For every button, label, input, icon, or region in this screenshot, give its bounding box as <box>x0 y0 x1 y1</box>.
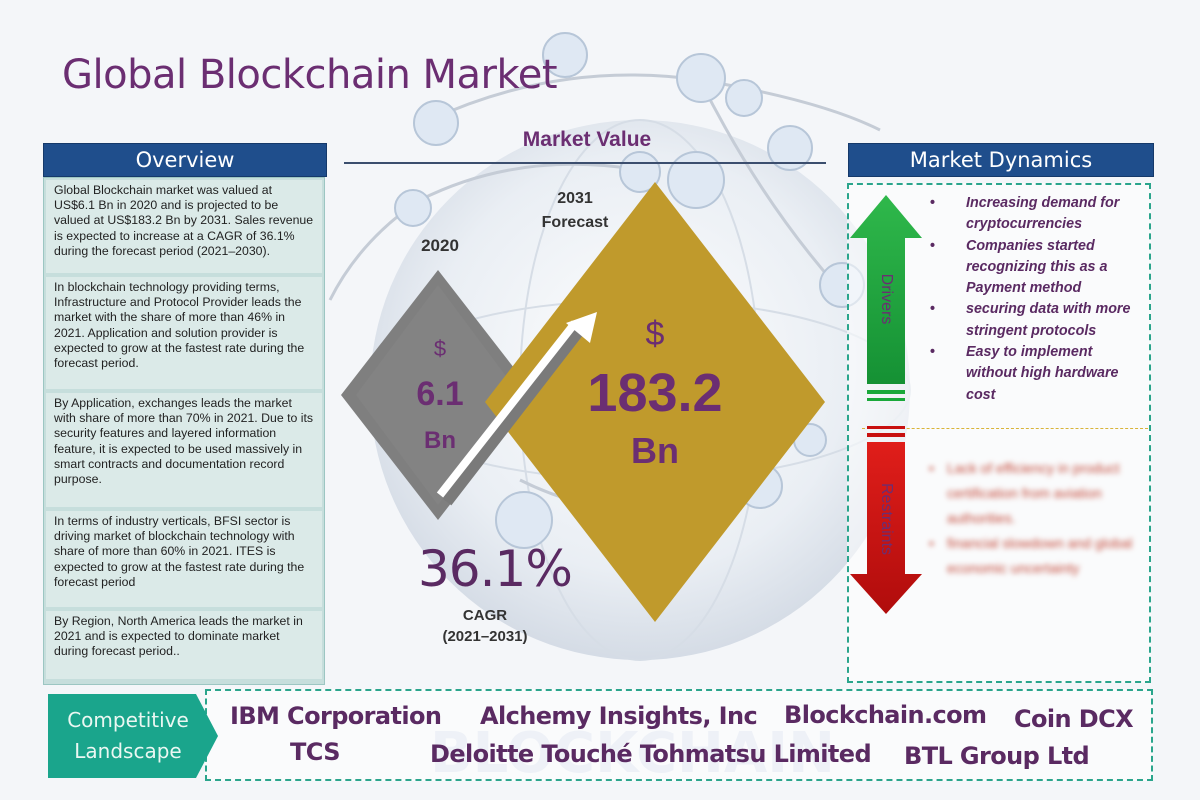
overview-paragraph: In blockchain technology providing terms… <box>46 277 322 389</box>
dynamics-arrows <box>850 195 922 614</box>
value-2020: 6.1 <box>416 375 464 413</box>
growth-arrow <box>436 312 597 506</box>
company-name: TCS <box>290 738 341 766</box>
label-2020: 2020 <box>421 236 459 255</box>
label-2031: 2031 Forecast <box>530 187 620 235</box>
driver-item: • Companies started recognizing this as a… <box>930 237 1108 297</box>
value-2031: 183.2 <box>587 363 723 423</box>
company-name: Blockchain.com <box>784 701 987 729</box>
overview-paragraph: By Application, exchanges leads the mark… <box>46 393 322 507</box>
competitive-landscape-label: Competitive Landscape <box>58 705 198 767</box>
competitive-landscape-panel <box>205 689 1153 781</box>
drivers-label: Drivers <box>878 273 895 325</box>
driver-item: • Increasing demand for cryptocurrencies <box>930 195 1120 233</box>
drivers-list: • Increasing demand for cryptocurrencies … <box>925 193 1140 406</box>
unit-2031: Bn <box>631 430 679 471</box>
unit-2020: Bn <box>424 427 456 454</box>
market-value-divider <box>344 162 826 164</box>
dynamics-separator <box>862 428 1148 429</box>
cagr-label-block: CAGR (2021–2031) <box>430 605 540 647</box>
label-2031-year: 2031 <box>557 190 593 207</box>
company-name: Deloitte Touché Tohmatsu Limited <box>430 740 872 768</box>
overview-header: Overview <box>43 143 327 177</box>
driver-item: • Easy to implement without high hardware… <box>930 344 1119 403</box>
label-2031-forecast: Forecast <box>541 214 609 231</box>
cl-label-line1: Competitive <box>67 708 189 732</box>
company-name: Coin DCX <box>1014 705 1134 733</box>
competitive-landscape-tag <box>48 694 218 778</box>
company-name: IBM Corporation <box>230 702 442 730</box>
market-value-title: Market Value <box>522 128 652 151</box>
page-title: Global Blockchain Market <box>62 52 558 98</box>
restraints-label: Restraints <box>878 482 895 556</box>
dollar-2020: $ <box>433 336 447 361</box>
overview-paragraph: Global Blockchain market was valued at U… <box>46 180 322 273</box>
cagr-label: CAGR <box>462 607 508 624</box>
restraints-list: • Lack of efficiency in product certifica… <box>925 456 1140 581</box>
company-name: Alchemy Insights, Inc <box>480 702 758 730</box>
cagr-value: 36.1% <box>418 540 573 598</box>
company-name: BTL Group Ltd <box>904 742 1090 770</box>
restraints-arrow-icon <box>850 426 922 614</box>
market-dynamics-header: Market Dynamics <box>848 143 1154 177</box>
overview-paragraph: By Region, North America leads the marke… <box>46 611 322 679</box>
diamond-2031 <box>485 182 825 622</box>
drivers-arrow-icon <box>850 195 922 401</box>
overview-paragraph: In terms of industry verticals, BFSI sec… <box>46 511 322 607</box>
cl-label-line2: Landscape <box>74 739 182 763</box>
dollar-2031: $ <box>645 315 665 353</box>
restraint-item: • Lack of efficiency in product certifica… <box>929 460 1120 526</box>
restraint-item: • financial slowdown and global economic … <box>929 535 1133 576</box>
driver-item: • securing data with more stringent proto… <box>930 301 1131 339</box>
cagr-period: (2021–2031) <box>442 628 528 645</box>
overview-panel: Global Blockchain market was valued at U… <box>43 177 325 685</box>
